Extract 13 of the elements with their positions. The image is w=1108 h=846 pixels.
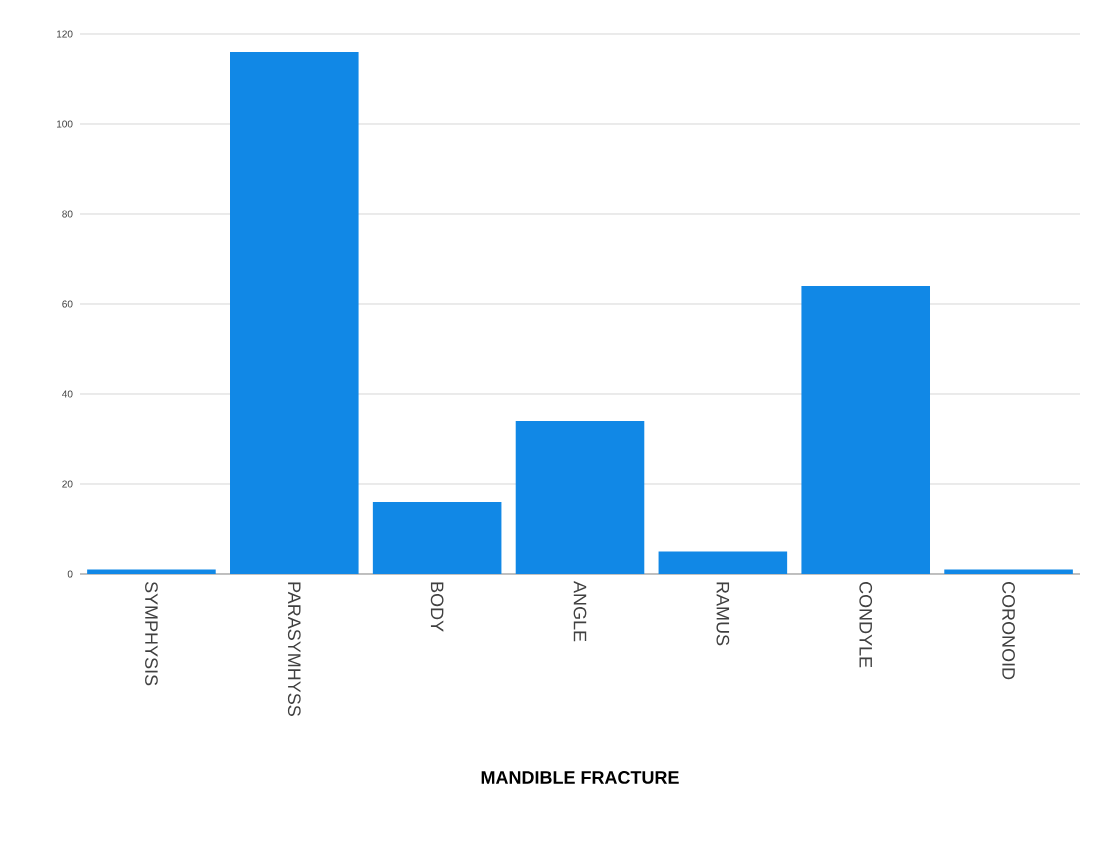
x-tick-label: RAMUS bbox=[716, 582, 730, 646]
x-tick-label: CORONOID bbox=[1002, 581, 1015, 680]
bar bbox=[372, 502, 502, 574]
x-tick-label: SYMPHYSIS bbox=[145, 581, 158, 686]
x-tick-label: PARASYMHYSS bbox=[287, 582, 301, 716]
bar bbox=[658, 551, 788, 574]
x-tick-label: CONDYLE bbox=[859, 581, 873, 668]
bar bbox=[515, 420, 645, 574]
bar bbox=[230, 51, 359, 574]
x-tick-label: BODY bbox=[430, 582, 444, 632]
bar bbox=[801, 286, 931, 574]
x-tick-label: ANGLE bbox=[573, 581, 587, 642]
x-axis-title: MANDIBLE FRACTURE bbox=[481, 771, 679, 784]
